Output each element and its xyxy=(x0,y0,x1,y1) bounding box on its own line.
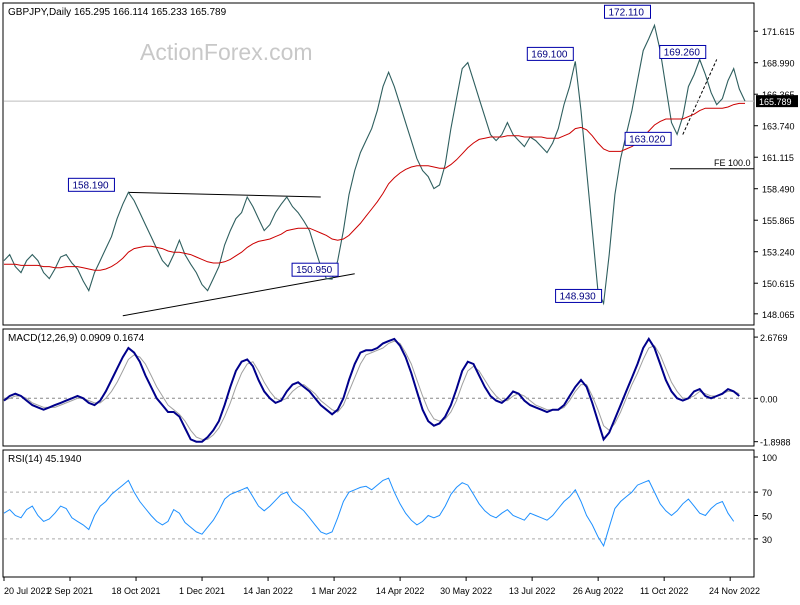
price-axis-label: 153.240 xyxy=(762,248,795,258)
callout-box xyxy=(555,288,603,303)
rsi-axis-label: 100 xyxy=(762,453,777,463)
callout-box xyxy=(291,262,339,277)
price-axis-label: 148.065 xyxy=(762,310,795,320)
callout-label: 148.930 xyxy=(560,291,597,302)
x-axis-label: 1 Dec 2021 xyxy=(179,586,225,596)
x-axis-label: 20 Jul 2021 xyxy=(4,586,51,596)
price-axis-label: 168.990 xyxy=(762,59,795,69)
macd-axis-label: 0.00 xyxy=(760,394,778,404)
price-axis-label: 150.615 xyxy=(762,279,795,289)
callout-label: 158.190 xyxy=(72,180,109,191)
rsi-axis-label: 30 xyxy=(762,535,772,545)
callout-box xyxy=(659,44,707,59)
price-axis-label: 158.490 xyxy=(762,185,795,195)
macd-axis-label: -1.8988 xyxy=(760,438,791,448)
signal-series-line xyxy=(3,340,740,440)
x-axis-label: 2 Sep 2021 xyxy=(47,586,93,596)
x-axis-label: 13 Jul 2022 xyxy=(509,586,556,596)
x-axis-label: 11 Oct 2022 xyxy=(640,586,688,596)
macd-series-line xyxy=(3,337,740,443)
callout-label: 163.020 xyxy=(629,134,666,145)
projection-dashed-line xyxy=(682,59,718,135)
x-axis-label: 24 Nov 2022 xyxy=(709,586,760,596)
price-axis-label: 155.865 xyxy=(762,216,795,226)
last-price-tag-label: 165.789 xyxy=(759,97,792,107)
callout-label: 172.110 xyxy=(608,7,644,18)
callout-label: 169.100 xyxy=(531,49,568,60)
callout-box xyxy=(67,177,115,192)
rsi-series-line xyxy=(3,477,735,548)
price-panel-frame xyxy=(2,2,755,326)
triangle-upper-trendline xyxy=(128,191,321,198)
ema-series-line xyxy=(4,102,745,271)
last-price-tag xyxy=(756,95,798,108)
rsi-axis-label: 70 xyxy=(762,488,772,498)
callout-box xyxy=(624,131,672,146)
x-axis-label: 14 Jan 2022 xyxy=(243,586,293,596)
rsi-panel-title: RSI(14) 45.1940 xyxy=(8,454,82,465)
callout-label: 169.260 xyxy=(664,47,701,58)
callout-label: 150.950 xyxy=(296,265,333,276)
fe-100-label: FE 100.0 xyxy=(714,158,751,168)
x-axis-label: 26 Aug 2022 xyxy=(573,586,624,596)
triangle-lower-trendline xyxy=(122,273,355,317)
price-series-line xyxy=(3,23,746,306)
price-axis-label: 161.115 xyxy=(762,153,794,163)
x-axis-label: 14 Apr 2022 xyxy=(376,586,425,596)
x-axis-label: 1 Mar 2022 xyxy=(311,586,357,596)
price-panel-title: GBPJPY,Daily 165.295 166.114 165.233 165… xyxy=(8,7,227,18)
macd-axis-label: 2.6769 xyxy=(760,333,788,343)
watermark: ActionForex.com xyxy=(140,39,313,65)
rsi-axis-label: 50 xyxy=(762,512,772,522)
price-axis-label: 171.615 xyxy=(762,27,795,37)
rsi-panel-frame xyxy=(2,449,755,578)
x-axis-label: 18 Oct 2021 xyxy=(112,586,161,596)
callout-box xyxy=(526,46,574,61)
price-axis-label: 163.740 xyxy=(762,122,795,132)
x-axis-label: 30 May 2022 xyxy=(440,586,492,596)
callout-box xyxy=(603,4,651,19)
macd-panel-title: MACD(12,26,9) 0.0909 0.1674 xyxy=(8,333,145,344)
